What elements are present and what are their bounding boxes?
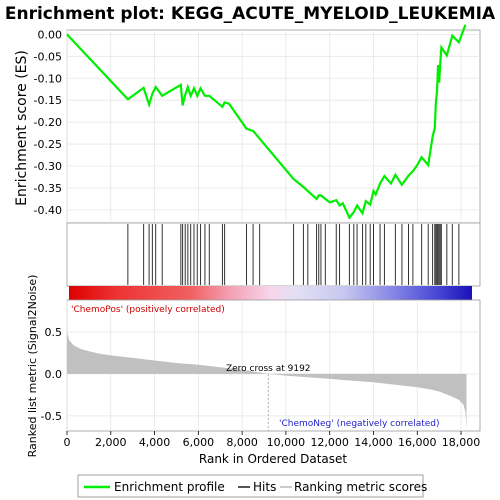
x-tick-label: 18,000 xyxy=(442,436,481,449)
x-tick-label: 4,000 xyxy=(139,436,171,449)
legend-label-enrichment: Enrichment profile xyxy=(114,480,225,494)
metric-grid xyxy=(66,300,480,431)
x-axis-label: Rank in Ordered Dataset xyxy=(199,452,347,466)
es-y-tick-label: -0.30 xyxy=(34,160,62,173)
hit-markers xyxy=(127,224,460,285)
legend-box xyxy=(77,474,424,498)
enrichment-profile-line xyxy=(66,24,467,220)
es-y-tick-label: -0.40 xyxy=(34,204,62,217)
es-y-tick-label: -0.10 xyxy=(34,72,62,85)
es-y-tick-label: -0.25 xyxy=(34,138,62,151)
x-tick-label: 2,000 xyxy=(95,436,127,449)
legend-label-hits: Hits xyxy=(253,480,276,494)
x-tick-label: 12,000 xyxy=(310,436,349,449)
es-y-tick-label: -0.05 xyxy=(34,50,62,63)
ranking-metric-area xyxy=(67,331,467,429)
metric-y-tick-label: -0.5 xyxy=(41,410,62,423)
x-tick-label: 6,000 xyxy=(183,436,215,449)
x-tick-label: 14,000 xyxy=(354,436,393,449)
rank-color-bar xyxy=(69,286,472,300)
pos-correlated-label: 'ChemoPos' (positively correlated) xyxy=(71,305,225,315)
metric-y-tick-label: 0.0 xyxy=(45,368,63,381)
legend-label-ranking: Ranking metric scores xyxy=(294,480,427,494)
zero-cross-label: Zero cross at 9192 xyxy=(226,364,311,374)
es-y-tick-label: -0.20 xyxy=(34,116,62,129)
es-y-tick-label: -0.35 xyxy=(34,182,62,195)
es-y-tick-label: 0.00 xyxy=(38,28,63,41)
x-tick-label: 16,000 xyxy=(398,436,437,449)
x-ticks: 0 2,000 4,000 6,000 8,000 10,000 12,000 14,000 1… xyxy=(64,431,481,449)
x-tick-label: 8,000 xyxy=(226,436,258,449)
neg-correlated-label: 'ChemoNeg' (negatively correlated) xyxy=(279,419,440,429)
legend: Enrichment profile Hits Ranking metric s… xyxy=(77,474,427,498)
es-grid xyxy=(66,30,480,223)
chart-title: Enrichment plot: KEGG_ACUTE_MYELOID_LEUK… xyxy=(5,4,496,24)
x-tick-label: 10,000 xyxy=(267,436,306,449)
x-tick-label: 0 xyxy=(64,436,71,449)
metric-panel: 0.5 0.0 -0.5 Zero cross at 9192 'ChemoPos'… xyxy=(26,275,481,466)
es-panel: 0.00 -0.05 -0.10 -0.15 -0.20 -0.25 -0.30 -0.35 -… xyxy=(14,24,481,224)
es-y-ticks: 0.00 -0.05 -0.10 -0.15 -0.20 -0.25 -0.30 -0.35 -… xyxy=(34,28,62,216)
hits-plot-area xyxy=(66,222,481,287)
es-plot-area xyxy=(66,29,481,224)
metric-y-tick-label: 0.5 xyxy=(45,326,63,339)
metric-y-axis-label: Ranked list metric (Signal2Noise) xyxy=(26,275,39,458)
es-y-tick-label: -0.15 xyxy=(34,94,62,107)
metric-y-ticks: 0.5 0.0 -0.5 xyxy=(41,326,62,423)
es-y-axis-label: Enrichment score (ES) xyxy=(14,50,30,206)
hits-panel xyxy=(66,222,481,287)
